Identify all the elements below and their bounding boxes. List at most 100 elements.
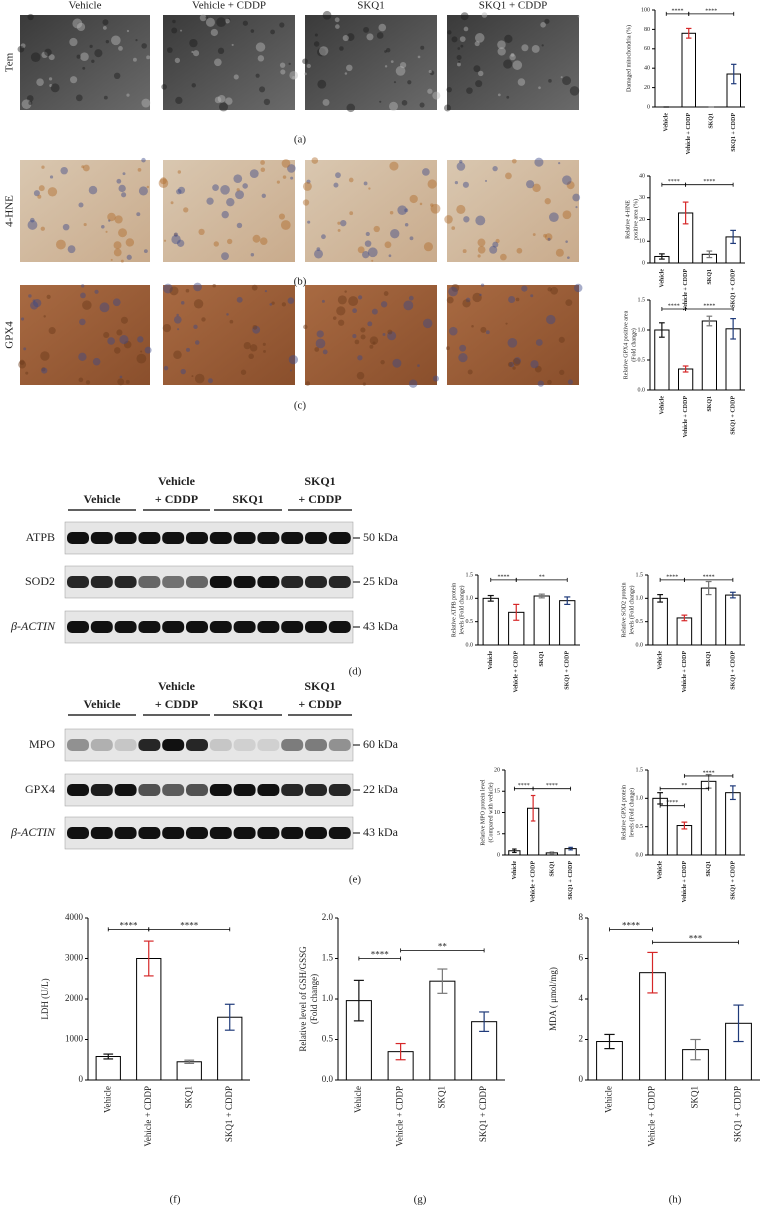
band: [233, 576, 256, 588]
band: [281, 784, 304, 796]
texture: [49, 84, 53, 88]
texture: [348, 296, 359, 307]
texture: [69, 37, 78, 47]
bar: [681, 32, 696, 108]
texture: [389, 101, 399, 111]
texture: [252, 324, 258, 330]
texture: [41, 51, 48, 59]
texture: [447, 30, 452, 35]
texture: [251, 284, 258, 291]
x-tick-label: SKQ1: [707, 396, 713, 412]
texture: [233, 174, 243, 184]
texture: [497, 40, 506, 49]
texture: [229, 319, 234, 324]
band: [114, 576, 137, 588]
texture: [278, 213, 286, 220]
texture: [20, 317, 25, 321]
texture: [380, 359, 385, 365]
error-bar: [682, 365, 689, 373]
bar: [95, 1056, 121, 1081]
texture: [451, 284, 460, 292]
x-tick-label: Vehicle: [659, 396, 665, 415]
texture: [193, 50, 200, 57]
texture: [429, 70, 435, 76]
y-axis-label: Relative SOD2 protein: [621, 583, 627, 638]
texture: [471, 324, 474, 328]
texture: [136, 353, 147, 364]
texture: [113, 241, 122, 250]
texture: [466, 87, 473, 94]
texture: [116, 178, 122, 184]
texture: [360, 327, 366, 333]
y-tick-label: 8: [579, 912, 584, 922]
texture: [252, 234, 261, 243]
error-bar: [647, 951, 658, 994]
texture: [306, 179, 311, 184]
texture: [183, 207, 189, 213]
texture: [495, 238, 500, 244]
texture: [547, 287, 552, 292]
lane-label: SKQ1: [232, 492, 263, 506]
band: [186, 784, 208, 796]
texture: [144, 346, 152, 354]
band: [209, 621, 232, 633]
band: [138, 739, 161, 751]
texture: [260, 167, 266, 173]
texture: [379, 100, 382, 103]
texture: [20, 43, 26, 49]
y-tick-label: 0.5: [636, 619, 644, 625]
size-label: 50 kDa: [363, 530, 399, 544]
band: [67, 827, 89, 839]
texture: [342, 34, 349, 42]
y-axis-label: Relative GPX4 protein: [621, 785, 627, 840]
texture: [317, 79, 327, 89]
texture: [176, 239, 185, 247]
texture: [271, 301, 275, 305]
y-tick-label: 1.5: [636, 572, 644, 578]
texture: [408, 379, 418, 388]
blot-row-label: ATPB: [26, 530, 55, 544]
texture: [456, 162, 466, 171]
texture: [409, 194, 418, 204]
texture: [360, 334, 366, 340]
texture: [67, 245, 76, 254]
texture: [404, 223, 409, 227]
texture: [313, 41, 320, 47]
texture: [231, 43, 234, 47]
lane-label: SKQ1: [304, 679, 335, 693]
band: [114, 621, 137, 633]
texture: [193, 282, 202, 292]
blot-row-label: β-ACTIN: [10, 825, 56, 839]
texture: [80, 292, 86, 299]
error-bar: [681, 821, 688, 830]
band: [90, 621, 113, 633]
texture: [249, 344, 258, 352]
texture: [387, 329, 393, 335]
texture: [318, 46, 329, 56]
texture: [384, 50, 387, 53]
significance: ****: [703, 179, 715, 185]
x-tick-label: Vehicle: [353, 1086, 363, 1113]
texture: [212, 184, 219, 191]
texture: [116, 329, 123, 336]
y-tick-label: 1.5: [636, 767, 644, 773]
x-tick-label: Vehicle: [658, 861, 664, 880]
texture: [456, 62, 461, 67]
texture: [458, 60, 461, 64]
texture: [226, 238, 233, 245]
band: [209, 784, 232, 796]
texture: [314, 33, 318, 37]
band: [233, 784, 256, 796]
texture: [371, 308, 378, 315]
texture: [264, 290, 268, 293]
texture: [472, 292, 482, 303]
micrograph: [163, 285, 295, 385]
y-axis-label: Relative 4-HNE: [625, 200, 631, 239]
texture: [146, 185, 150, 189]
texture: [356, 371, 365, 380]
texture: [242, 183, 248, 189]
texture: [172, 19, 176, 24]
y-tick-label: 2.0: [322, 912, 334, 922]
error-bar: [706, 250, 713, 259]
